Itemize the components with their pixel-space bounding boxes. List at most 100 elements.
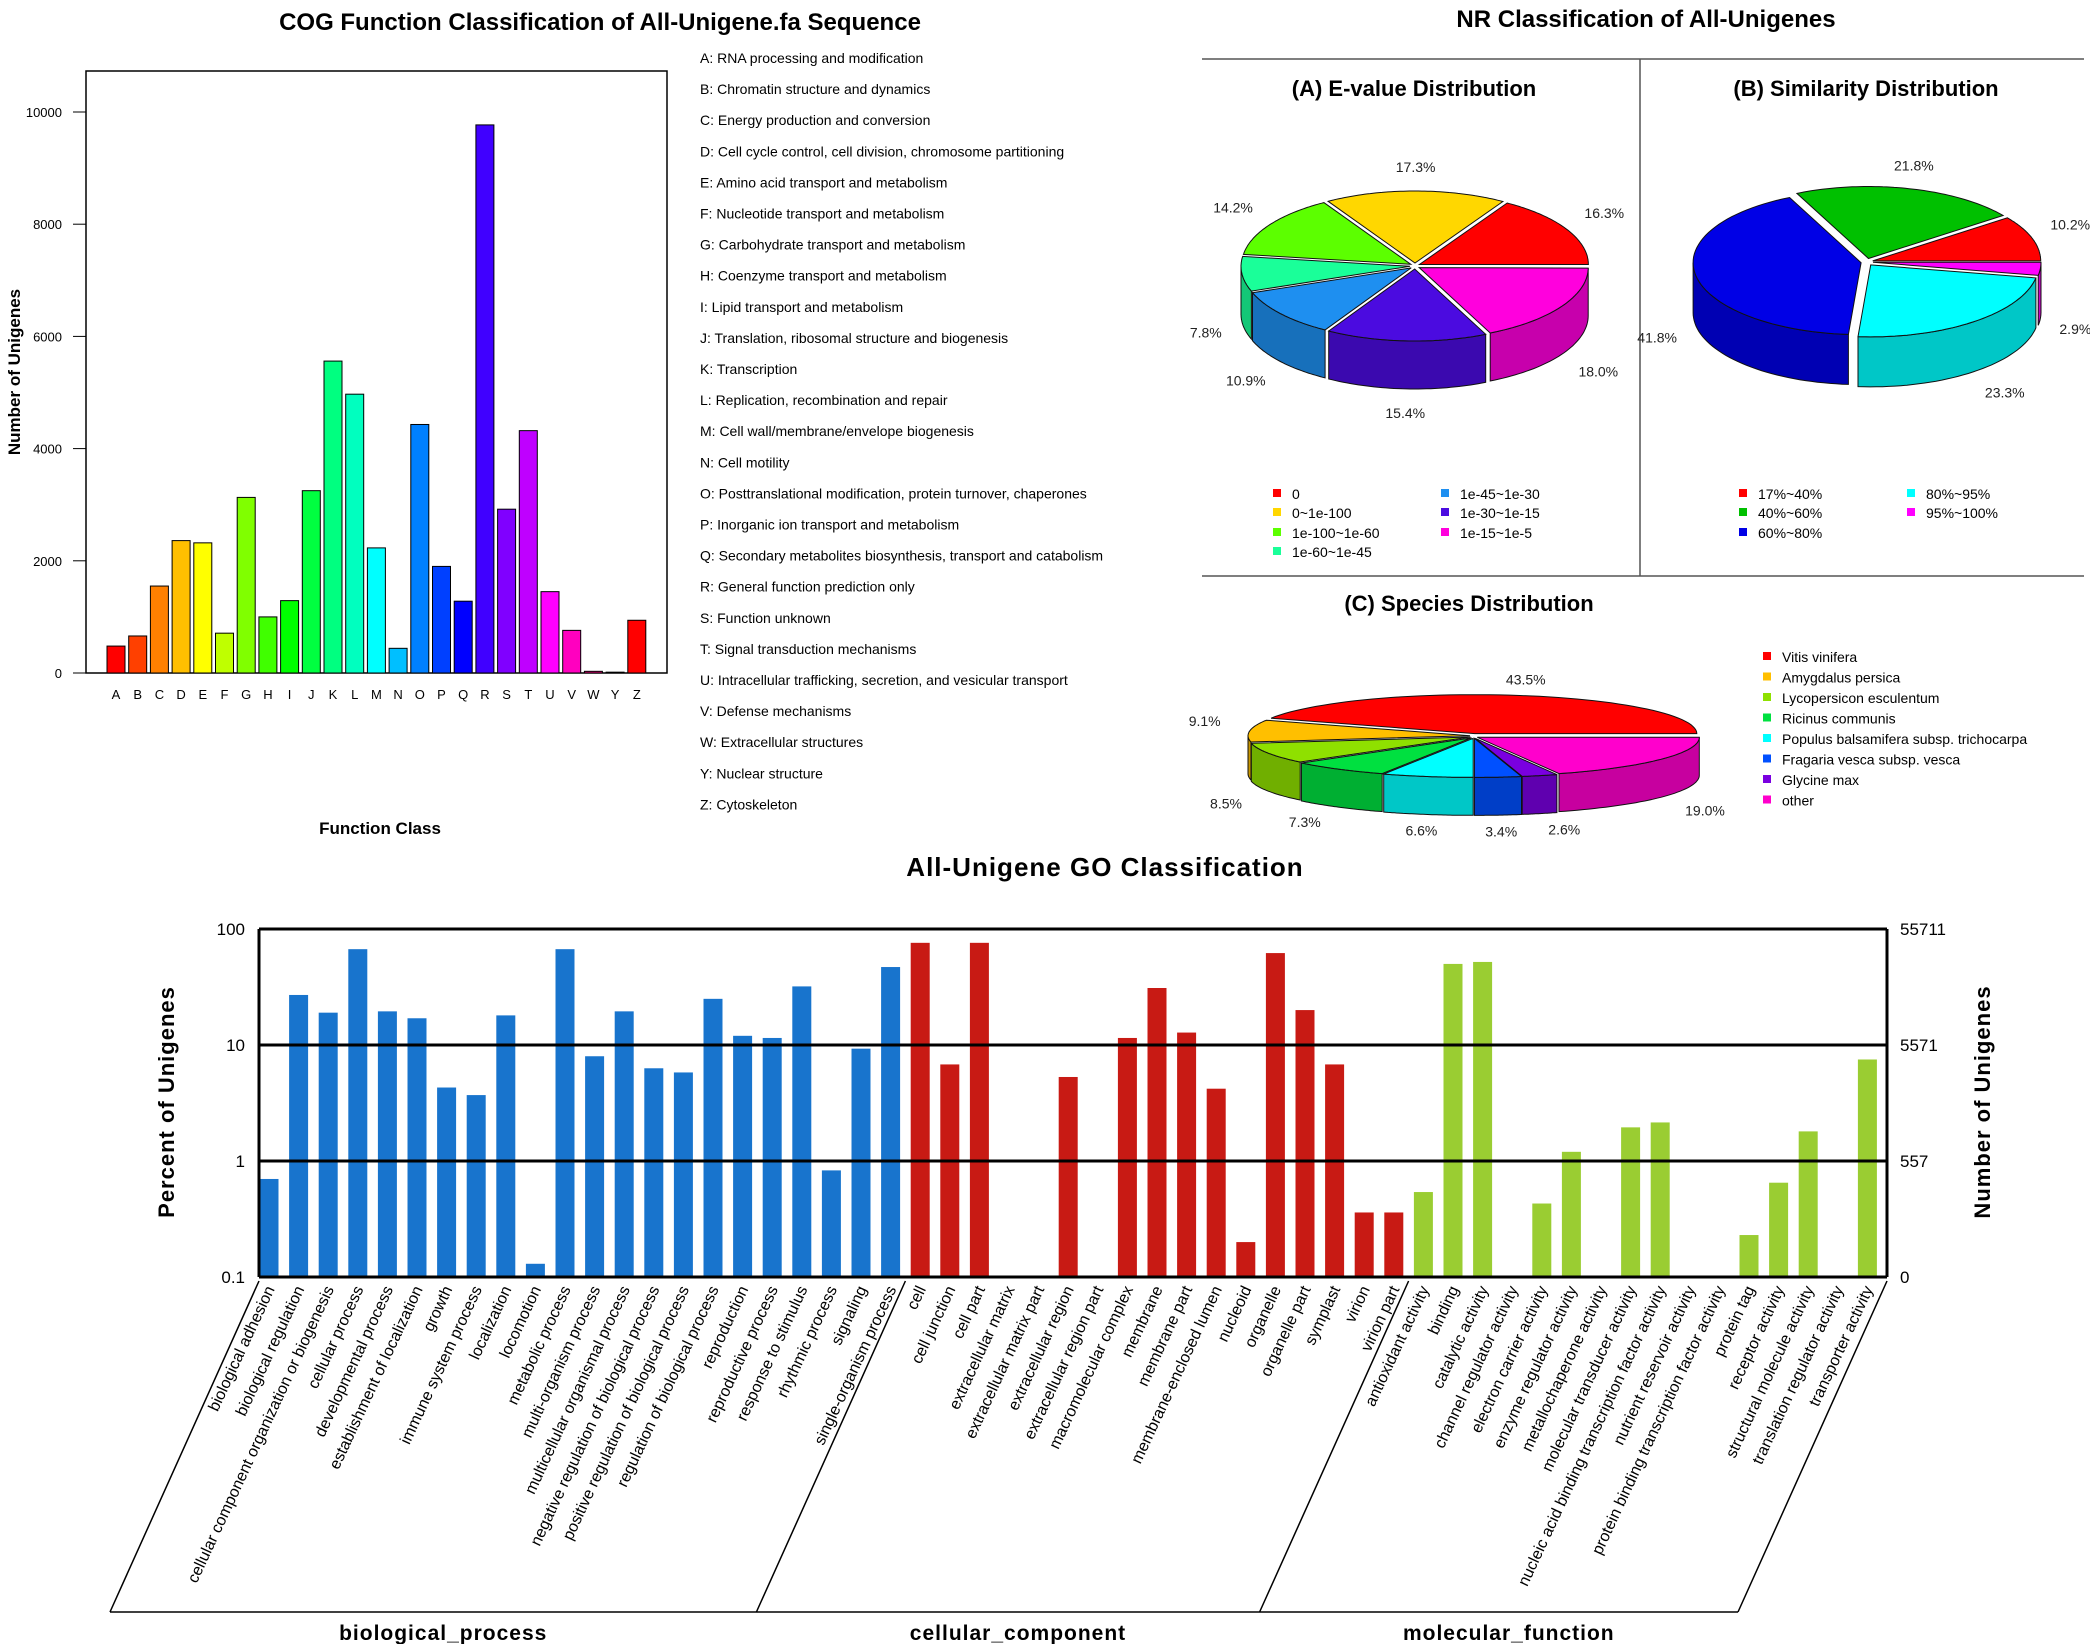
legend-label: 1e-60~1e-45 [1292, 544, 1372, 560]
cog-x-tick-label: T [524, 687, 532, 702]
species-pie-value-label: 8.5% [1210, 795, 1242, 811]
cog-legend-item: A: RNA processing and modification [700, 50, 923, 66]
cog-bar-L [345, 393, 365, 674]
go-bar [289, 994, 309, 1277]
cog-y-tick-label: 0 [55, 666, 62, 681]
legend-label: 1e-30~1e-15 [1460, 505, 1540, 521]
go-bar [1384, 1212, 1404, 1277]
cog-legend-item: W: Extracellular structures [700, 734, 863, 750]
cog-bar-E [193, 542, 213, 674]
species-pie-slice-side [1383, 773, 1474, 816]
cog-x-tick-label: H [263, 687, 272, 702]
go-bar [318, 1012, 338, 1277]
legend-swatch [1763, 734, 1771, 742]
cog-legend-item: Y: Nuclear structure [700, 765, 823, 781]
cog-x-tick-label: A [112, 687, 121, 702]
species-pie-value-label: 43.5% [1506, 671, 1546, 687]
cog-legend-item: C: Energy production and conversion [700, 112, 930, 128]
evalue-pie-value-label: 17.3% [1396, 159, 1436, 175]
evalue-legend: 0 0~1e-100 1e-100~1e-60 1e-60~1e-45 1e-45~1e… [1273, 486, 1540, 560]
evalue-pie-value-label: 7.8% [1190, 325, 1222, 341]
legend-swatch [1763, 713, 1771, 722]
cog-legend-item: Z: Cytoskeleton [700, 796, 797, 812]
go-bar [792, 986, 812, 1277]
cog-y-label: Number of Unigenes [5, 289, 24, 455]
legend-swatch [1739, 528, 1747, 536]
legend-swatch [1763, 754, 1771, 763]
cog-legend-item: Q: Secondary metabolites biosynthesis, t… [700, 548, 1103, 564]
cog-bar-S [497, 508, 517, 674]
go-bar [525, 1263, 545, 1277]
go-bar [910, 942, 930, 1277]
cog-bar-O [410, 423, 430, 674]
cog-bar-V [562, 629, 582, 674]
cog-bar-I [280, 600, 300, 674]
cog-bar-G [236, 496, 256, 674]
go-bar [348, 949, 368, 1277]
go-bar [733, 1035, 753, 1277]
go-bar [644, 1068, 664, 1277]
species-pie-slice [1270, 694, 1698, 735]
evalue-pie-value-label: 15.4% [1385, 405, 1425, 421]
go-bracket-divider [755, 1280, 907, 1613]
go-title: All-Unigene GO Classification [906, 852, 1303, 882]
go-y-tick-right: 55711 [1900, 920, 1946, 939]
cog-bar-P [432, 565, 451, 674]
legend-swatch [1441, 489, 1449, 497]
go-bar [466, 1095, 486, 1277]
cog-legend-item: I: Lipid transport and metabolism [700, 299, 903, 315]
similarity-pie-value-label: 23.3% [1985, 384, 2025, 400]
cog-y-tick-label: 6000 [33, 329, 62, 344]
go-bar [821, 1170, 841, 1277]
go-category-label: virion [1342, 1284, 1374, 1326]
go-bar [1561, 1151, 1581, 1277]
cog-legend-item: F: Nucleotide transport and metabolism [700, 206, 944, 222]
similarity-pie-labels: 10.2% 21.8% 41.8% 23.3% 2.9% [1637, 158, 2090, 401]
legend-label: 60%~80% [1758, 525, 1822, 541]
cog-x-tick-label: V [567, 687, 576, 702]
nr-classification: NR Classification of All-Unigenes (A) E-… [1189, 6, 2090, 839]
legend-swatch [1763, 795, 1771, 804]
cog-legend-item: J: Translation, ribosomal structure and … [700, 330, 1008, 346]
legend-swatch [1739, 489, 1747, 497]
go-group-label: molecular_function [1403, 1622, 1615, 1644]
cog-bar-F [215, 632, 234, 674]
species-pie-slice [1247, 719, 1471, 743]
species-pie-slice-side [1521, 774, 1558, 815]
go-bar [1621, 1127, 1641, 1277]
species-pie-slice [1250, 736, 1471, 763]
go-bar [1769, 1182, 1789, 1277]
cog-bar-Z [627, 619, 647, 674]
similarity-pie-slice [1795, 186, 2005, 260]
cog-y-tick-label: 8000 [33, 217, 62, 232]
go-bars [259, 942, 1877, 1277]
cog-x-tick-label: C [155, 687, 164, 702]
evalue-pie-labels: 16.3% 17.3% 14.2% 7.8% 10.9% 15.4% 18.0% [1190, 159, 1624, 421]
cog-x-tick-label: U [545, 687, 554, 702]
go-y-tick-left: 10 [226, 1036, 245, 1055]
go-y-tick-right: 5571 [1900, 1036, 1938, 1055]
similarity-pie-slice [1872, 217, 2042, 262]
species-pie-value-label: 9.1% [1189, 713, 1221, 729]
cog-bar-R [475, 124, 495, 674]
go-y-label-right: Number of Unigenes [1970, 985, 1995, 1218]
evalue-pie-tops [1240, 190, 1589, 342]
cog-bar-D [171, 540, 191, 674]
cog-legend-item: M: Cell wall/membrane/envelope biogenesi… [700, 423, 974, 439]
evalue-pie-value-label: 16.3% [1584, 205, 1624, 221]
cog-x-label: Function Class [319, 819, 441, 838]
cog-bar-A [106, 645, 126, 674]
cog-bar-Q [453, 600, 473, 674]
legend-label: 40%~60% [1758, 505, 1822, 521]
evalue-pie-value-label: 10.9% [1226, 373, 1266, 389]
go-bar [437, 1087, 457, 1277]
cog-legend-item: U: Intracellular trafficking, secretion,… [700, 672, 1068, 688]
cog-legend-item: P: Inorganic ion transport and metabolis… [700, 517, 959, 533]
go-y-tick-left: 0.1 [221, 1268, 245, 1287]
species-pie-slice [1381, 737, 1474, 778]
go-bar [1295, 1010, 1315, 1277]
cog-legend-item: L: Replication, recombination and repair [700, 392, 948, 408]
species-pie-slice [1473, 737, 1523, 778]
cog-x-tick-label: Y [611, 687, 620, 702]
